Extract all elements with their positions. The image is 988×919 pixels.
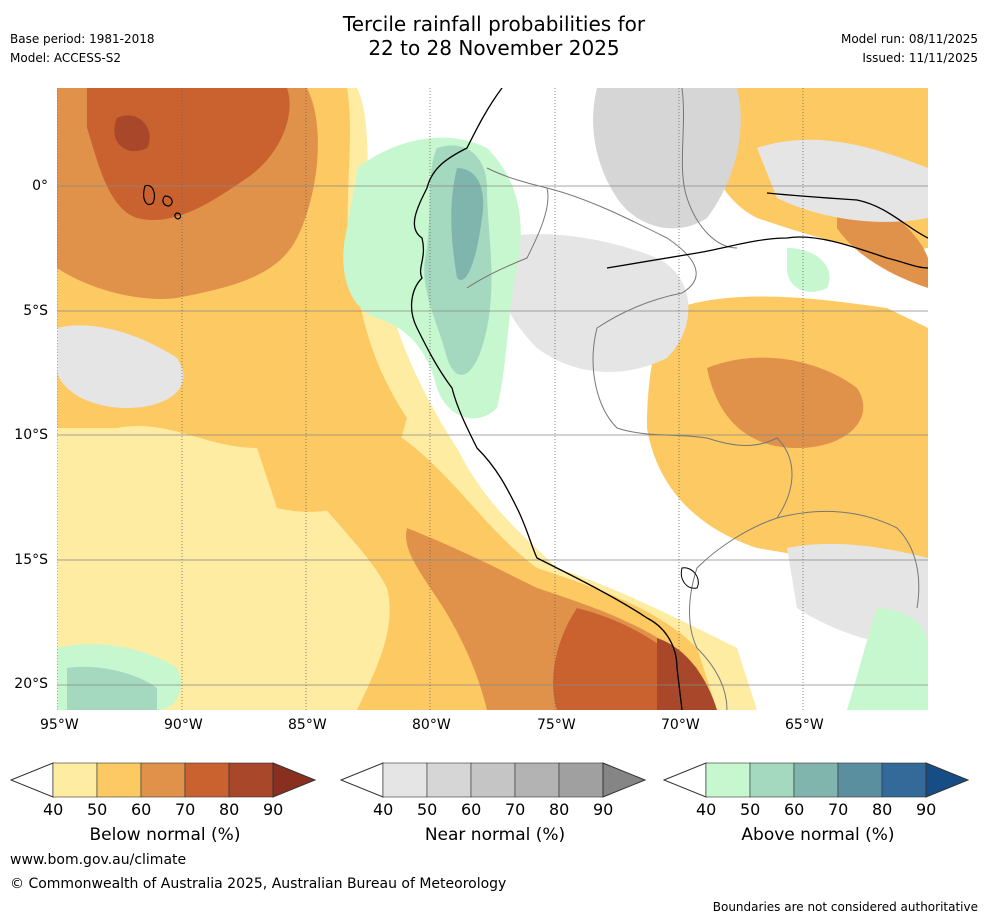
near-normal-colorbar-segment bbox=[514, 762, 560, 798]
copyright-notice: © Commonwealth of Australia 2025, Austra… bbox=[10, 876, 507, 892]
above-normal-colorbar-max-extension bbox=[925, 762, 970, 798]
lat-label-0: 0° bbox=[32, 178, 48, 194]
lon-label-70w: 70°W bbox=[661, 717, 700, 733]
above-normal-colorbar-tick: 40 bbox=[696, 800, 717, 819]
near-normal-colorbar-segment bbox=[382, 762, 428, 798]
country-borders bbox=[466, 88, 920, 710]
above-normal-40-region-southeast bbox=[847, 608, 928, 710]
near-normal-region-central bbox=[494, 234, 689, 372]
boundary-disclaimer: Boundaries are not considered authoritat… bbox=[712, 900, 978, 914]
below-normal-80-region-north bbox=[114, 115, 150, 152]
above-normal-colorbar: 40 50 60 70 80 90 Above normal (%) bbox=[662, 760, 973, 850]
coastline bbox=[410, 88, 683, 710]
near-normal-region-northeast bbox=[757, 139, 928, 222]
issued-label: Issued: 11/11/2025 bbox=[862, 51, 978, 65]
model-label: Model: ACCESS-S2 bbox=[10, 51, 122, 65]
above-normal-colorbar-tick: 70 bbox=[828, 800, 849, 819]
above-normal-colorbar-tick: 50 bbox=[740, 800, 761, 819]
above-normal-colorbar-tick: 90 bbox=[916, 800, 937, 819]
near-normal-colorbar-tick: 70 bbox=[505, 800, 526, 819]
above-normal-colorbar-segment bbox=[881, 762, 927, 798]
model-run-label: Model run: 08/11/2025 bbox=[840, 32, 978, 46]
above-normal-colorbar-graphic bbox=[662, 762, 970, 798]
below-normal-colorbar-segment bbox=[228, 762, 274, 798]
near-normal-colorbar-tick: 40 bbox=[373, 800, 394, 819]
below-normal-colorbar-tick: 90 bbox=[263, 800, 284, 819]
lon-label-80w: 80°W bbox=[412, 717, 451, 733]
rainfall-probability-map bbox=[57, 88, 928, 710]
below-normal-colorbar-segment bbox=[52, 762, 98, 798]
above-normal-colorbar-segment bbox=[749, 762, 795, 798]
near-normal-colorbar-segment bbox=[426, 762, 472, 798]
near-normal-region-north bbox=[593, 88, 741, 229]
near-normal-colorbar-tick: 60 bbox=[461, 800, 482, 819]
lon-label-75w: 75°W bbox=[537, 717, 576, 733]
base-period-label: Base period: 1981-2018 bbox=[10, 32, 155, 46]
near-normal-colorbar-tick: 50 bbox=[417, 800, 438, 819]
below-normal-colorbar-graphic bbox=[9, 762, 317, 798]
near-normal-colorbar: 40 50 60 70 80 90 Near normal (%) bbox=[339, 760, 650, 850]
above-normal-40-region-east bbox=[787, 248, 830, 292]
lat-label-20s: 20°S bbox=[14, 676, 48, 692]
below-normal-colorbar-tick: 50 bbox=[87, 800, 108, 819]
galapagos-islands bbox=[143, 184, 182, 220]
below-normal-colorbar-tick: 80 bbox=[219, 800, 240, 819]
near-normal-colorbar-tick: 80 bbox=[549, 800, 570, 819]
below-normal-colorbar-min-extension bbox=[9, 762, 54, 798]
near-normal-colorbar-max-extension bbox=[602, 762, 647, 798]
above-normal-colorbar-label: Above normal (%) bbox=[741, 825, 895, 845]
website-link[interactable]: www.bom.gov.au/climate bbox=[10, 852, 187, 868]
lake-titicaca bbox=[680, 567, 699, 589]
above-normal-colorbar-tick: 80 bbox=[872, 800, 893, 819]
below-normal-colorbar-tick: 40 bbox=[43, 800, 64, 819]
below-normal-colorbar-max-extension bbox=[272, 762, 317, 798]
latitude-gridlines bbox=[57, 185, 928, 686]
below-normal-60-region-east bbox=[707, 357, 864, 448]
title-line-2: 22 to 28 November 2025 bbox=[368, 36, 620, 60]
lon-label-90w: 90°W bbox=[164, 717, 203, 733]
above-normal-colorbar-min-extension bbox=[662, 762, 707, 798]
below-normal-colorbar-tick: 60 bbox=[131, 800, 152, 819]
near-normal-colorbar-segment bbox=[558, 762, 604, 798]
near-normal-colorbar-segment bbox=[470, 762, 516, 798]
above-normal-colorbar-segment bbox=[837, 762, 883, 798]
major-rivers bbox=[606, 192, 928, 269]
below-normal-colorbar-tick: 70 bbox=[175, 800, 196, 819]
below-normal-colorbar-label: Below normal (%) bbox=[89, 825, 241, 845]
below-normal-colorbar-segment bbox=[140, 762, 186, 798]
above-normal-50-region-southwest bbox=[67, 666, 157, 710]
near-normal-colorbar-label: Near normal (%) bbox=[424, 825, 566, 845]
lat-label-10s: 10°S bbox=[14, 427, 48, 443]
page-title: Tercile rainfall probabilities for 22 to… bbox=[244, 12, 744, 60]
below-normal-colorbar: 40 50 60 70 80 90 Below normal (%) bbox=[9, 760, 320, 850]
above-normal-colorbar-segment bbox=[793, 762, 839, 798]
lon-label-65w: 65°W bbox=[785, 717, 824, 733]
below-normal-colorbar-segment bbox=[184, 762, 230, 798]
near-normal-colorbar-tick: 90 bbox=[593, 800, 614, 819]
near-normal-colorbar-graphic bbox=[339, 762, 647, 798]
lon-label-85w: 85°W bbox=[288, 717, 327, 733]
lon-label-95w: 95°W bbox=[40, 717, 79, 733]
lat-label-15s: 15°S bbox=[14, 552, 48, 568]
above-normal-colorbar-segment bbox=[705, 762, 751, 798]
lat-label-5s: 5°S bbox=[23, 303, 48, 319]
near-normal-region-west bbox=[57, 325, 184, 408]
title-line-1: Tercile rainfall probabilities for bbox=[342, 12, 646, 36]
near-normal-colorbar-min-extension bbox=[339, 762, 384, 798]
below-normal-80-region-south bbox=[657, 638, 717, 710]
above-normal-60-region bbox=[451, 168, 484, 280]
above-normal-colorbar-tick: 60 bbox=[784, 800, 805, 819]
below-normal-colorbar-segment bbox=[96, 762, 142, 798]
